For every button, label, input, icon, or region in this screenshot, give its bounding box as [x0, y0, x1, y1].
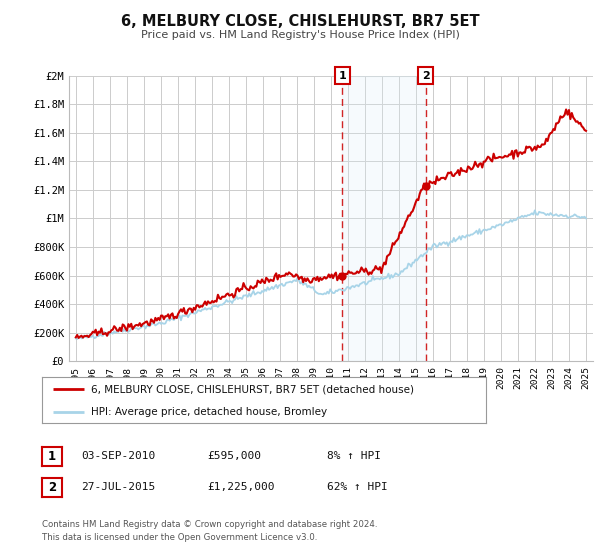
Text: 8% ↑ HPI: 8% ↑ HPI: [327, 451, 381, 461]
Text: 2: 2: [422, 71, 430, 81]
Text: 1: 1: [338, 71, 346, 81]
Text: Price paid vs. HM Land Registry's House Price Index (HPI): Price paid vs. HM Land Registry's House …: [140, 30, 460, 40]
Text: 27-JUL-2015: 27-JUL-2015: [81, 482, 155, 492]
Text: 2: 2: [48, 480, 56, 494]
Text: 62% ↑ HPI: 62% ↑ HPI: [327, 482, 388, 492]
Text: 03-SEP-2010: 03-SEP-2010: [81, 451, 155, 461]
Text: 1: 1: [48, 450, 56, 463]
Bar: [342, 76, 425, 361]
Text: £595,000: £595,000: [207, 451, 261, 461]
Text: 6, MELBURY CLOSE, CHISLEHURST, BR7 5ET (detached house): 6, MELBURY CLOSE, CHISLEHURST, BR7 5ET (…: [91, 384, 414, 394]
Text: £1,225,000: £1,225,000: [207, 482, 275, 492]
Text: 6, MELBURY CLOSE, CHISLEHURST, BR7 5ET: 6, MELBURY CLOSE, CHISLEHURST, BR7 5ET: [121, 14, 479, 29]
Text: Contains HM Land Registry data © Crown copyright and database right 2024.
This d: Contains HM Land Registry data © Crown c…: [42, 520, 377, 542]
Text: HPI: Average price, detached house, Bromley: HPI: Average price, detached house, Brom…: [91, 407, 327, 417]
